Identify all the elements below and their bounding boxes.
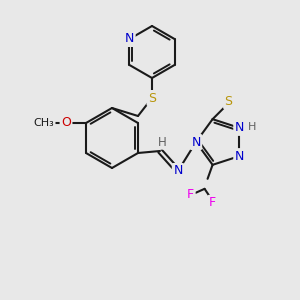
Text: N: N — [173, 164, 183, 178]
Text: N: N — [235, 122, 244, 134]
Text: F: F — [209, 196, 216, 209]
Text: N: N — [125, 32, 134, 46]
Text: H: H — [248, 122, 256, 132]
Text: CH₃: CH₃ — [34, 118, 54, 128]
Text: O: O — [61, 116, 71, 130]
Text: S: S — [148, 92, 156, 104]
Text: H: H — [158, 136, 166, 148]
Text: S: S — [225, 95, 232, 108]
Text: F: F — [187, 188, 194, 201]
Text: N: N — [235, 150, 244, 163]
Text: N: N — [191, 136, 201, 148]
